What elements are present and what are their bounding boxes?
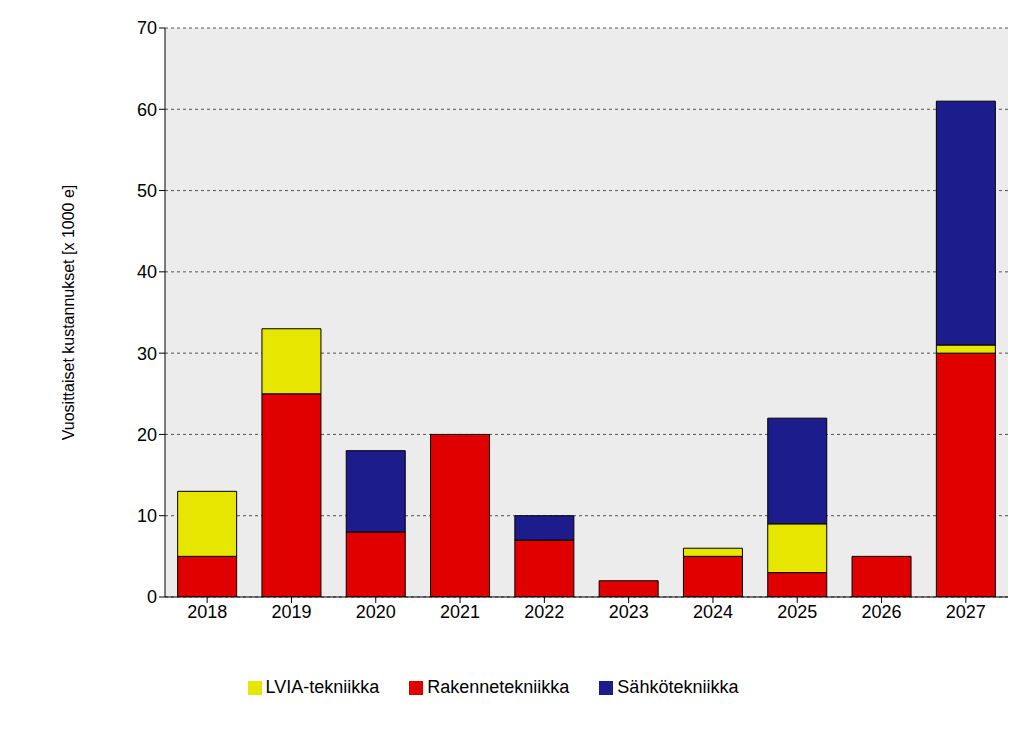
svg-text:0: 0 bbox=[147, 587, 157, 607]
svg-text:10: 10 bbox=[137, 506, 157, 526]
svg-text:40: 40 bbox=[137, 262, 157, 282]
svg-text:20: 20 bbox=[137, 425, 157, 445]
svg-text:2025: 2025 bbox=[777, 602, 817, 622]
svg-text:2022: 2022 bbox=[524, 602, 564, 622]
svg-text:2024: 2024 bbox=[693, 602, 733, 622]
svg-text:2023: 2023 bbox=[609, 602, 649, 622]
svg-text:2026: 2026 bbox=[862, 602, 902, 622]
svg-text:2027: 2027 bbox=[946, 602, 986, 622]
svg-text:60: 60 bbox=[137, 100, 157, 120]
html-text:Sähkötekniikka: Sähkötekniikka bbox=[617, 677, 739, 697]
html-text:LVIA-tekniikka: LVIA-tekniikka bbox=[265, 677, 380, 697]
svg-text:50: 50 bbox=[137, 181, 157, 201]
svg-text:Vuosittaiset kustannukset [x 1: Vuosittaiset kustannukset [x 1000 e] bbox=[60, 185, 77, 441]
html-text:Rakennetekniikka: Rakennetekniikka bbox=[427, 677, 570, 697]
svg-text:2020: 2020 bbox=[356, 602, 396, 622]
svg-text:30: 30 bbox=[137, 344, 157, 364]
svg-text:2018: 2018 bbox=[187, 602, 227, 622]
svg-text:2019: 2019 bbox=[271, 602, 311, 622]
svg-text:70: 70 bbox=[137, 18, 157, 38]
svg-text:2021: 2021 bbox=[440, 602, 480, 622]
